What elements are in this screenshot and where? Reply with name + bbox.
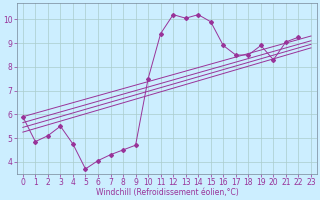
X-axis label: Windchill (Refroidissement éolien,°C): Windchill (Refroidissement éolien,°C) <box>96 188 238 197</box>
